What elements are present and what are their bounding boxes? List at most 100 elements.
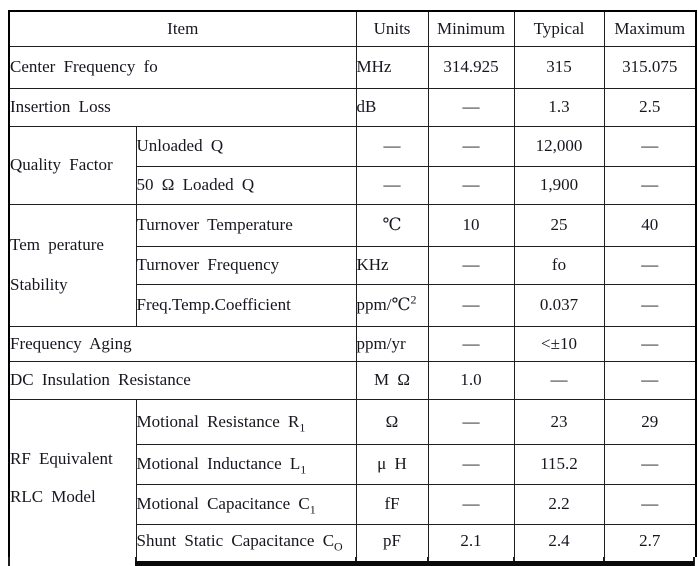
item-text: Shunt Static Capacitance C — [136, 530, 335, 550]
cell-item: Turnover Temperature — [135, 203, 357, 247]
cell-typ: 0.037 — [513, 283, 605, 327]
item-subscript: 1 — [309, 502, 316, 517]
cell-typ: <±10 — [513, 325, 605, 362]
cell-typ: 2.4 — [513, 523, 605, 559]
cell-typ: fo — [513, 245, 605, 285]
group-label: Quality Factor — [10, 155, 113, 174]
cell-units: Ω — [355, 398, 429, 445]
cell-typ: 25 — [513, 203, 605, 247]
spec-table: Item Units Minimum Typical Maximum Cente… — [8, 10, 697, 559]
cell-typ: 1,900 — [513, 165, 605, 205]
cutoff-black-bar — [135, 561, 694, 566]
cell-units: M Ω — [355, 360, 429, 400]
cell-max: 40 — [603, 203, 697, 247]
cell-min: — — [427, 283, 515, 327]
table-row: Center Frequency fo MHz 314.925 315 315.… — [8, 45, 697, 89]
cell-item: Motional Capacitance C1 — [135, 483, 357, 525]
item-subscript: O — [334, 539, 343, 554]
cell-max: — — [603, 483, 697, 525]
cell-max: — — [603, 325, 697, 362]
item-text: Motional Capacitance C — [136, 494, 310, 513]
cell-item: Motional Inductance L1 — [135, 443, 357, 485]
cell-min: — — [427, 483, 515, 525]
cell-min: 10 — [427, 203, 515, 247]
group-label: Tem perature — [10, 235, 104, 254]
cell-min: 2.1 — [427, 523, 515, 559]
cell-max: — — [603, 165, 697, 205]
cell-typ: 2.2 — [513, 483, 605, 525]
cell-units: μ H — [355, 443, 429, 485]
cell-max: — — [603, 443, 697, 485]
cell-units: ℃ — [355, 203, 429, 247]
table-row: Freq.Temp.Coefficient ppm/℃2 — 0.037 — — [9, 283, 697, 327]
cell-min: — — [427, 398, 515, 445]
cell-typ: 315 — [513, 45, 605, 89]
table-row: DC Insulation Resistance M Ω 1.0 — — — [8, 360, 697, 400]
cell-item: Shunt Static Capacitance CO — [135, 523, 357, 559]
cell-min: — — [427, 325, 515, 362]
header-minimum: Minimum — [427, 10, 515, 47]
units-superscript: 2 — [410, 292, 417, 307]
cell-max: 2.5 — [603, 87, 697, 127]
cell-typ: — — [513, 360, 605, 400]
table-row: Shunt Static Capacitance CO pF 2.1 2.4 2… — [9, 523, 697, 559]
group-label: Stability — [10, 275, 68, 294]
cell-min: — — [427, 165, 515, 205]
cell-group-temperature-stability: Tem perature Stability — [8, 203, 137, 327]
cell-units: pF — [355, 523, 429, 559]
cell-item: Turnover Frequency — [135, 245, 357, 285]
table-row: Motional Capacitance C1 fF — 2.2 — — [9, 483, 697, 525]
cell-typ: 1.3 — [513, 87, 605, 127]
cell-units: ppm/yr — [355, 325, 429, 362]
cell-min: 314.925 — [427, 45, 515, 89]
cell-item: Insertion Loss — [8, 87, 357, 127]
cell-units: — — [355, 165, 429, 205]
cell-min: — — [427, 87, 515, 127]
cell-item: Unloaded Q — [135, 125, 357, 167]
group-label: RF Equivalent — [10, 449, 113, 469]
cell-units: MHz — [355, 45, 429, 89]
header-units: Units — [355, 10, 429, 47]
grid-line — [693, 557, 695, 566]
cell-item: Freq.Temp.Coefficient — [135, 283, 357, 327]
cell-max: — — [603, 283, 697, 327]
cell-item: DC Insulation Resistance — [8, 360, 357, 400]
table-row: Tem perature Stability Turnover Temperat… — [8, 203, 697, 327]
cell-min: 1.0 — [427, 360, 515, 400]
item-text: Motional Resistance R — [136, 411, 300, 431]
cell-item: Frequency Aging — [8, 325, 357, 362]
group-label: RLC Model — [10, 487, 96, 507]
table-row: RF Equivalent RLC Model Motional Resista… — [8, 398, 697, 559]
table-row: Turnover Frequency KHz — fo — — [9, 245, 697, 285]
cutoff-next-row — [0, 557, 698, 566]
table-row: 50 Ω Loaded Q — — 1,900 — — [9, 165, 697, 205]
cell-max: — — [603, 360, 697, 400]
cell-item: Center Frequency fo — [8, 45, 357, 89]
item-text: Motional Inductance L — [136, 454, 301, 473]
cell-min: — — [427, 443, 515, 485]
header-item: Item — [8, 10, 357, 47]
header-maximum: Maximum — [603, 10, 697, 47]
cell-item: 50 Ω Loaded Q — [135, 165, 357, 205]
cell-typ: 115.2 — [513, 443, 605, 485]
cell-max: 2.7 — [603, 523, 697, 559]
cell-max: — — [603, 245, 697, 285]
table-row: Quality Factor Unloaded Q — — 12,000 — — [8, 125, 697, 205]
cell-max: 29 — [603, 398, 697, 445]
cell-max: — — [603, 125, 697, 167]
cell-group-rf-equivalent: RF Equivalent RLC Model — [8, 398, 137, 559]
cell-min: — — [427, 245, 515, 285]
cell-units: KHz — [355, 245, 429, 285]
cell-group-quality-factor: Quality Factor — [8, 125, 137, 205]
grid-line — [8, 557, 10, 566]
item-subscript: 1 — [299, 419, 306, 434]
header-typical: Typical — [513, 10, 605, 47]
cell-units: fF — [355, 483, 429, 525]
item-subscript: 1 — [300, 462, 307, 477]
cell-item: Motional Resistance R1 — [135, 398, 357, 445]
table-row: Insertion Loss dB — 1.3 2.5 — [8, 87, 697, 127]
cell-typ: 23 — [513, 398, 605, 445]
units-text: ppm/℃ — [356, 295, 411, 314]
cell-units: ppm/℃2 — [355, 283, 429, 327]
